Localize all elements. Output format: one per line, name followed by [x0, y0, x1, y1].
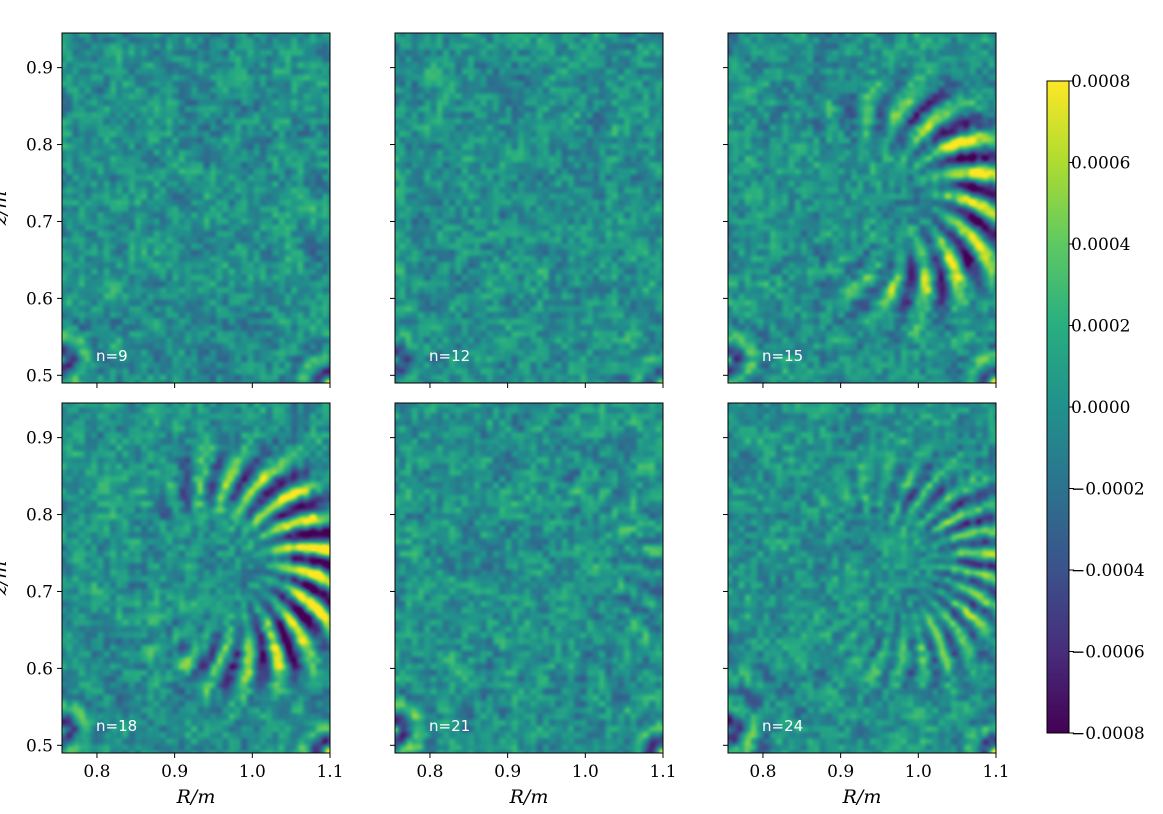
- panel-heatmap-2: [728, 33, 996, 383]
- x-axis-title: R/m: [842, 786, 882, 808]
- x-axis-title: R/m: [509, 786, 549, 808]
- x-tick-label: 0.8: [749, 762, 776, 782]
- y-tick-label: 0.9: [26, 429, 53, 449]
- y-tick-label: 0.5: [26, 366, 53, 386]
- panel-frame: [61, 402, 331, 754]
- x-axis-title: R/m: [176, 786, 216, 808]
- panel-label: n=24: [762, 717, 803, 735]
- panel-frame: [394, 32, 664, 384]
- y-tick-label: 0.8: [26, 136, 53, 156]
- colorbar-tick-label: 0.0008: [1071, 72, 1130, 92]
- colorbar-tick-label: 0.0006: [1071, 154, 1130, 174]
- y-tick-label: 0.5: [26, 736, 53, 756]
- panel-heatmap-0: [62, 33, 330, 383]
- colorbar-tick-label: −0.0008: [1071, 724, 1145, 744]
- x-tick-label: 1.0: [905, 762, 932, 782]
- colorbar-tick-label: −0.0002: [1071, 480, 1145, 500]
- panel-heatmap-1: [395, 33, 663, 383]
- colorbar: 0.0008 0.0006 0.0004 0.0002 0.0000 −0.0002 −0.…: [1046, 72, 1145, 744]
- panel-frame: [727, 32, 997, 384]
- panel-label: n=21: [429, 717, 470, 735]
- x-tick-label: 0.8: [83, 762, 110, 782]
- colorbar-tick-label: 0.0000: [1071, 398, 1130, 418]
- y-tick-label: 0.9: [26, 59, 53, 79]
- y-axis-title: z/m: [0, 191, 11, 226]
- y-tick-label: 0.8: [26, 506, 53, 526]
- x-tick-label: 0.8: [416, 762, 443, 782]
- x-tick-label: 0.9: [494, 762, 521, 782]
- colorbar-tick-label: −0.0004: [1071, 561, 1145, 581]
- panel-label: n=9: [96, 347, 128, 365]
- panel-heatmap-5: [728, 403, 996, 753]
- y-tick-label: 0.7: [26, 212, 53, 232]
- panel-heatmap-3: [62, 403, 330, 753]
- panel-frame: [394, 402, 664, 754]
- x-tick-label: 1.1: [316, 762, 343, 782]
- panel-frame: [61, 32, 331, 384]
- colorbar-tick-label: 0.0004: [1071, 235, 1130, 255]
- x-tick-label: 1.1: [982, 762, 1009, 782]
- panel-label: n=15: [762, 347, 803, 365]
- x-tick-label: 1.0: [572, 762, 599, 782]
- y-tick-label: 0.6: [26, 289, 53, 309]
- y-axis-title: z/m: [0, 561, 11, 596]
- x-tick-label: 0.9: [161, 762, 188, 782]
- axes-group: n=9 0.5 0.6 0.7 0.8 0.9 z/m n=12 n=15 n=18 0.8 0.9 1…: [0, 32, 1010, 808]
- colorbar-tick-label: −0.0006: [1071, 643, 1145, 663]
- x-tick-label: 1.0: [239, 762, 266, 782]
- y-tick-label: 0.6: [26, 659, 53, 679]
- x-tick-label: 1.1: [649, 762, 676, 782]
- y-tick-label: 0.7: [26, 582, 53, 602]
- panel-label: n=18: [96, 717, 137, 735]
- panel-heatmap-4: [395, 403, 663, 753]
- panel-frame: [727, 402, 997, 754]
- x-tick-label: 0.9: [827, 762, 854, 782]
- panels-group: [62, 33, 996, 753]
- colorbar-gradient: [1046, 80, 1070, 734]
- colorbar-tick-label: 0.0002: [1071, 317, 1130, 337]
- panel-label: n=12: [429, 347, 470, 365]
